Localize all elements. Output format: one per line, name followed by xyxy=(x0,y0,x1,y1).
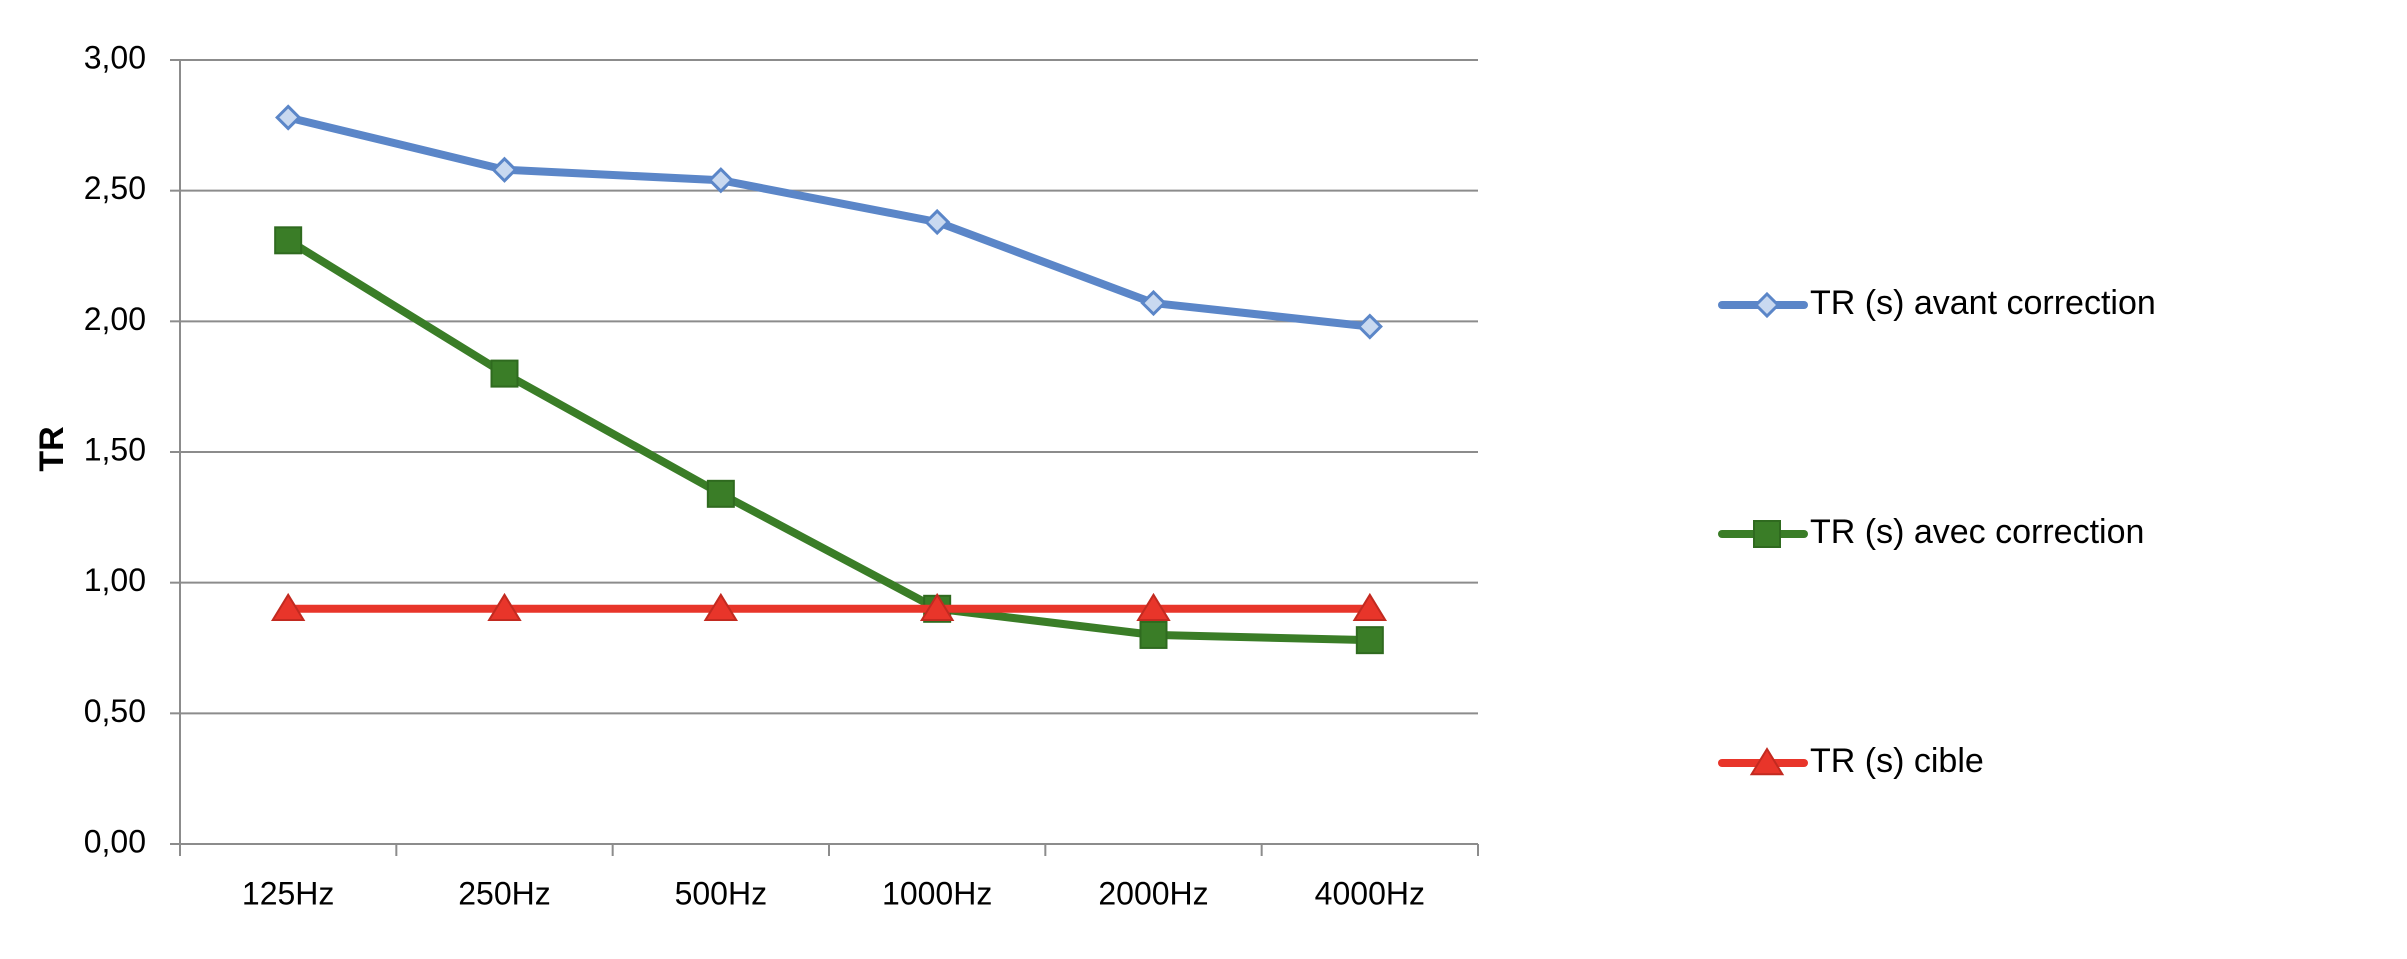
legend-label: TR (s) avant correction xyxy=(1810,284,2156,322)
series-2 xyxy=(274,226,1384,655)
legend-item: TR (s) cible xyxy=(1718,742,1984,780)
data-point xyxy=(491,156,518,183)
y-tick-label: 1,50 xyxy=(84,431,146,467)
data-point xyxy=(919,592,955,621)
x-tick-label: 250Hz xyxy=(458,875,551,911)
series-3 xyxy=(270,592,1388,621)
data-point xyxy=(275,104,302,131)
axes: 0,00 0,50 1,00 1,50 2,00 2,50 3,00 125Hz 250Hz 50… xyxy=(84,39,1479,911)
x-tick-label: 1000Hz xyxy=(882,875,992,911)
series-1 xyxy=(275,104,1383,340)
data-point xyxy=(270,592,306,621)
legend-marker xyxy=(1753,291,1781,319)
data-point xyxy=(1356,313,1383,340)
y-axis-title: TR xyxy=(33,426,71,471)
data-point xyxy=(1139,620,1168,649)
legend-label: TR (s) avec correction xyxy=(1810,513,2144,551)
data-point xyxy=(1355,626,1384,655)
y-tick-label: 1,00 xyxy=(84,562,146,598)
y-tick-label: 2,00 xyxy=(84,301,146,337)
y-tick-label: 2,50 xyxy=(84,170,146,206)
data-point xyxy=(1352,592,1388,621)
legend-label: TR (s) cible xyxy=(1810,742,1984,780)
data-point xyxy=(924,208,951,236)
y-tick-label: 0,50 xyxy=(84,693,146,729)
legend-marker xyxy=(1749,747,1785,776)
x-tick-label: 500Hz xyxy=(675,875,768,911)
series-line xyxy=(284,113,1374,331)
y-tick-label: 3,00 xyxy=(84,39,146,75)
legend-item: TR (s) avec correction xyxy=(1718,513,2144,551)
legend-item: TR (s) avant correction xyxy=(1718,284,2156,322)
x-tick-label: 4000Hz xyxy=(1315,875,1425,911)
y-tick-label: 0,00 xyxy=(84,823,146,859)
data-point xyxy=(703,592,739,621)
gridlines xyxy=(180,59,1478,845)
x-tick-label: 2000Hz xyxy=(1098,875,1208,911)
data-point xyxy=(274,226,303,255)
data-point xyxy=(1136,592,1171,621)
data-point xyxy=(487,592,522,621)
legend: TR (s) avant correction TR (s) avec corre… xyxy=(1718,284,2156,780)
data-point xyxy=(707,167,734,194)
series-line xyxy=(284,236,1374,645)
data-point xyxy=(490,359,519,388)
x-tick-label: 125Hz xyxy=(242,875,335,911)
data-point xyxy=(1140,289,1167,317)
legend-marker xyxy=(1753,520,1781,548)
data-point xyxy=(706,479,735,508)
data-series xyxy=(270,104,1388,655)
